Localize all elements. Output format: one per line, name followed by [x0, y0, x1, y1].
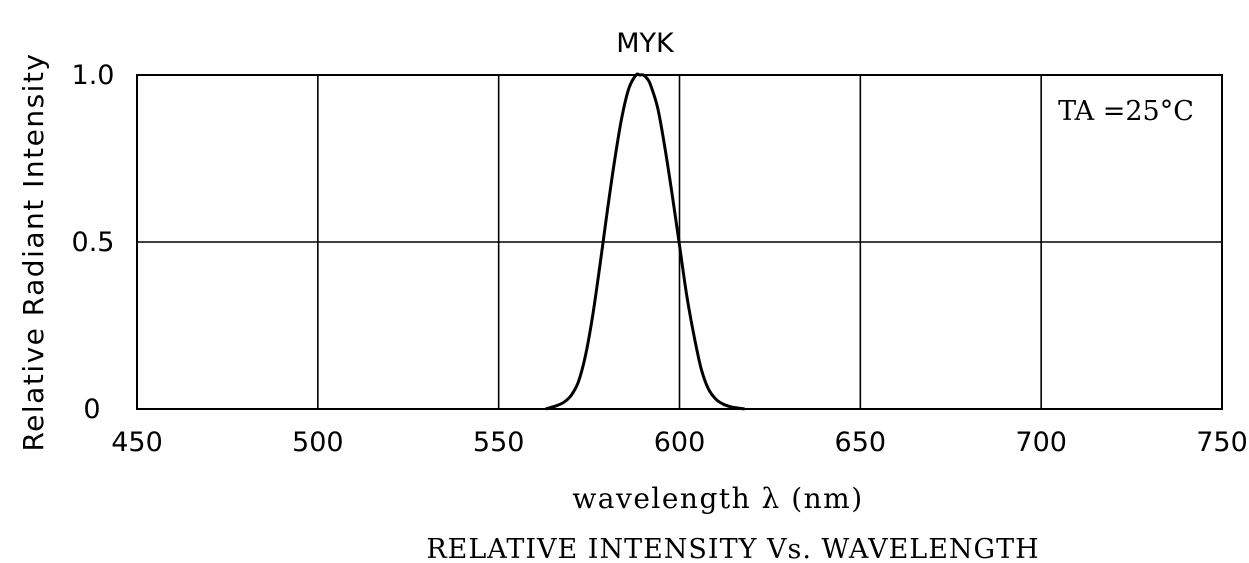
- y-axis-ticks: 0 0.5 1.0: [72, 60, 115, 425]
- x-tick-label-450: 450: [111, 427, 163, 458]
- x-tick-label-650: 650: [835, 427, 887, 458]
- x-tick-label-600: 600: [654, 427, 706, 458]
- y-axis-title: Relative Radiant Intensity: [17, 52, 50, 451]
- series-line-myk: [545, 72, 745, 411]
- x-tick-label-750: 750: [1196, 427, 1248, 458]
- series-label-myk: MYK: [616, 28, 675, 59]
- x-tick-label-500: 500: [292, 427, 344, 458]
- x-tick-label-550: 550: [473, 427, 525, 458]
- x-tick-label-700: 700: [1015, 427, 1067, 458]
- x-axis-title: wavelength λ (nm): [572, 482, 863, 515]
- x-axis-ticks: 450 500 550 600 650 700 750: [111, 427, 1248, 458]
- y-tick-label-0-5: 0.5: [72, 227, 115, 258]
- temperature-annotation: TA =25°C: [1058, 96, 1194, 127]
- y-tick-label-0: 0: [83, 394, 100, 425]
- plot-frame: [136, 74, 1223, 410]
- chart-caption: RELATIVE INTENSITY Vs. WAVELENGTH: [426, 534, 1039, 563]
- series-layer: [545, 72, 745, 411]
- y-tick-label-1: 1.0: [72, 60, 115, 91]
